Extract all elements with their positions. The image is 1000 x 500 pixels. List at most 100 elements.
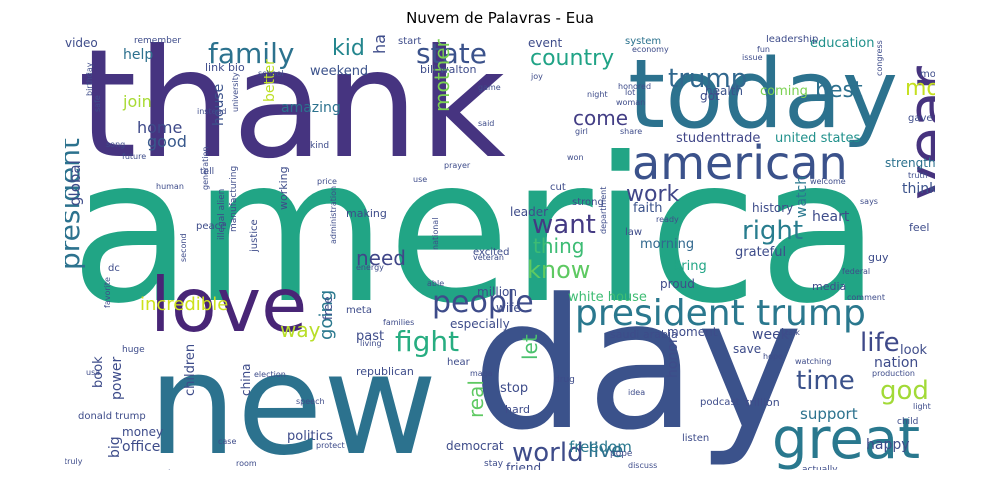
word-drug: drug [554, 375, 575, 385]
word-meta: meta [346, 305, 372, 316]
word-power: power [109, 356, 125, 400]
word-strength: strength [885, 156, 935, 170]
word-children: children [183, 343, 198, 396]
word-media: media [812, 280, 847, 293]
word-life: life [860, 328, 900, 358]
word-day: day [472, 261, 804, 470]
word-birthday: birthday [85, 62, 94, 96]
word-amazing: amazing [281, 100, 341, 116]
word-watching: watching [795, 357, 832, 366]
word-truth: truth [908, 171, 928, 180]
word-moment: moment [667, 325, 718, 339]
word-work: work [626, 182, 680, 207]
word-comment: comment [847, 293, 886, 302]
word-kind: kind [310, 141, 330, 151]
word-people: people [432, 285, 534, 320]
word-friend: friend [506, 461, 542, 470]
word-administration: administration [329, 185, 338, 244]
word-lot: lot [625, 88, 636, 97]
word-leader: leader [510, 205, 549, 219]
word-share: share [620, 127, 643, 136]
word-idea: idea [628, 388, 646, 397]
word-light: light [913, 402, 931, 411]
word-real: real [464, 380, 488, 418]
word-save: save [733, 342, 762, 356]
word-event: event [528, 36, 563, 50]
word-protect: protect [316, 441, 345, 450]
word-country: country [530, 46, 615, 71]
word-billion: billion [65, 244, 66, 268]
word-safe: safe [93, 95, 102, 112]
word-actually: actually [802, 465, 838, 471]
word-said: said [478, 119, 495, 128]
word-know: know [527, 256, 591, 284]
word-love: love [150, 261, 308, 349]
word-politics: politics [287, 429, 334, 444]
word-good: good [147, 132, 187, 151]
word-veteran: veteran [473, 253, 504, 262]
word-heart: heart [812, 209, 850, 225]
word-office: office [122, 439, 161, 455]
word-week: week [752, 327, 789, 343]
chart-title: Nuvem de Palavras - Eua [406, 9, 594, 27]
word-joy: joy [531, 72, 543, 81]
word-big: big [107, 436, 123, 458]
word-let: let [518, 334, 542, 360]
word-able: able [427, 279, 445, 288]
word-incredible: incredible [140, 294, 229, 315]
word-month: month [920, 69, 935, 80]
word-speech: speech [296, 397, 325, 406]
word-president-trump: president trump [575, 293, 866, 334]
word-economy: economy [632, 45, 669, 54]
word-stop: stop [500, 381, 529, 396]
word-living: living [360, 339, 382, 348]
word-state: state [416, 37, 487, 70]
word-says: says [860, 197, 878, 206]
word-united-states: united states [775, 131, 861, 146]
word-health: health [705, 84, 743, 98]
word-game: game [478, 83, 501, 92]
word-home: home [137, 118, 183, 137]
word-video: video [65, 36, 98, 50]
word-wife: wife [496, 301, 521, 315]
word-past: past [356, 329, 385, 344]
word-human: human [156, 182, 184, 191]
word-need: need [356, 246, 406, 270]
word-republican: republican [356, 365, 414, 378]
word-usa: usa [86, 368, 101, 377]
word-support: support [800, 405, 858, 423]
word-help: help [123, 47, 154, 63]
word-generation: generation [201, 146, 210, 190]
word-cut: cut [550, 182, 566, 193]
word-global: global [66, 160, 84, 206]
word-today: today [628, 40, 899, 150]
word-link-bio: link bio [205, 61, 245, 74]
word-justice: justice [249, 219, 260, 252]
word-thing: thing [533, 234, 585, 258]
word-morning: morning [640, 237, 695, 252]
word-trillion: trillion [745, 396, 780, 409]
word-million: million [477, 285, 517, 299]
word-dc: dc [108, 263, 120, 274]
word-history: history [752, 201, 794, 215]
word-talk: talk [785, 328, 800, 337]
word-got: got [700, 89, 720, 103]
word-future: future [122, 152, 147, 161]
word-thank: thank [78, 35, 506, 192]
word-energy: energy [356, 263, 384, 272]
word-listen: listen [682, 433, 710, 444]
word-working: working [277, 166, 290, 210]
word-prayer: prayer [444, 161, 471, 170]
word-fun: fun [757, 45, 770, 54]
word-family: family [208, 37, 295, 70]
word-freedom: freedom [569, 438, 632, 456]
word-american: american [632, 136, 848, 190]
word-second: second [179, 233, 188, 262]
word-studenttrade: studenttrade [676, 131, 761, 146]
word-mom: mom [905, 76, 935, 101]
word-bring: bring [673, 259, 707, 274]
word-child: child [897, 417, 919, 427]
word-right: right [742, 216, 804, 246]
word-pope: pope [610, 449, 633, 459]
word-best: best [815, 78, 863, 103]
